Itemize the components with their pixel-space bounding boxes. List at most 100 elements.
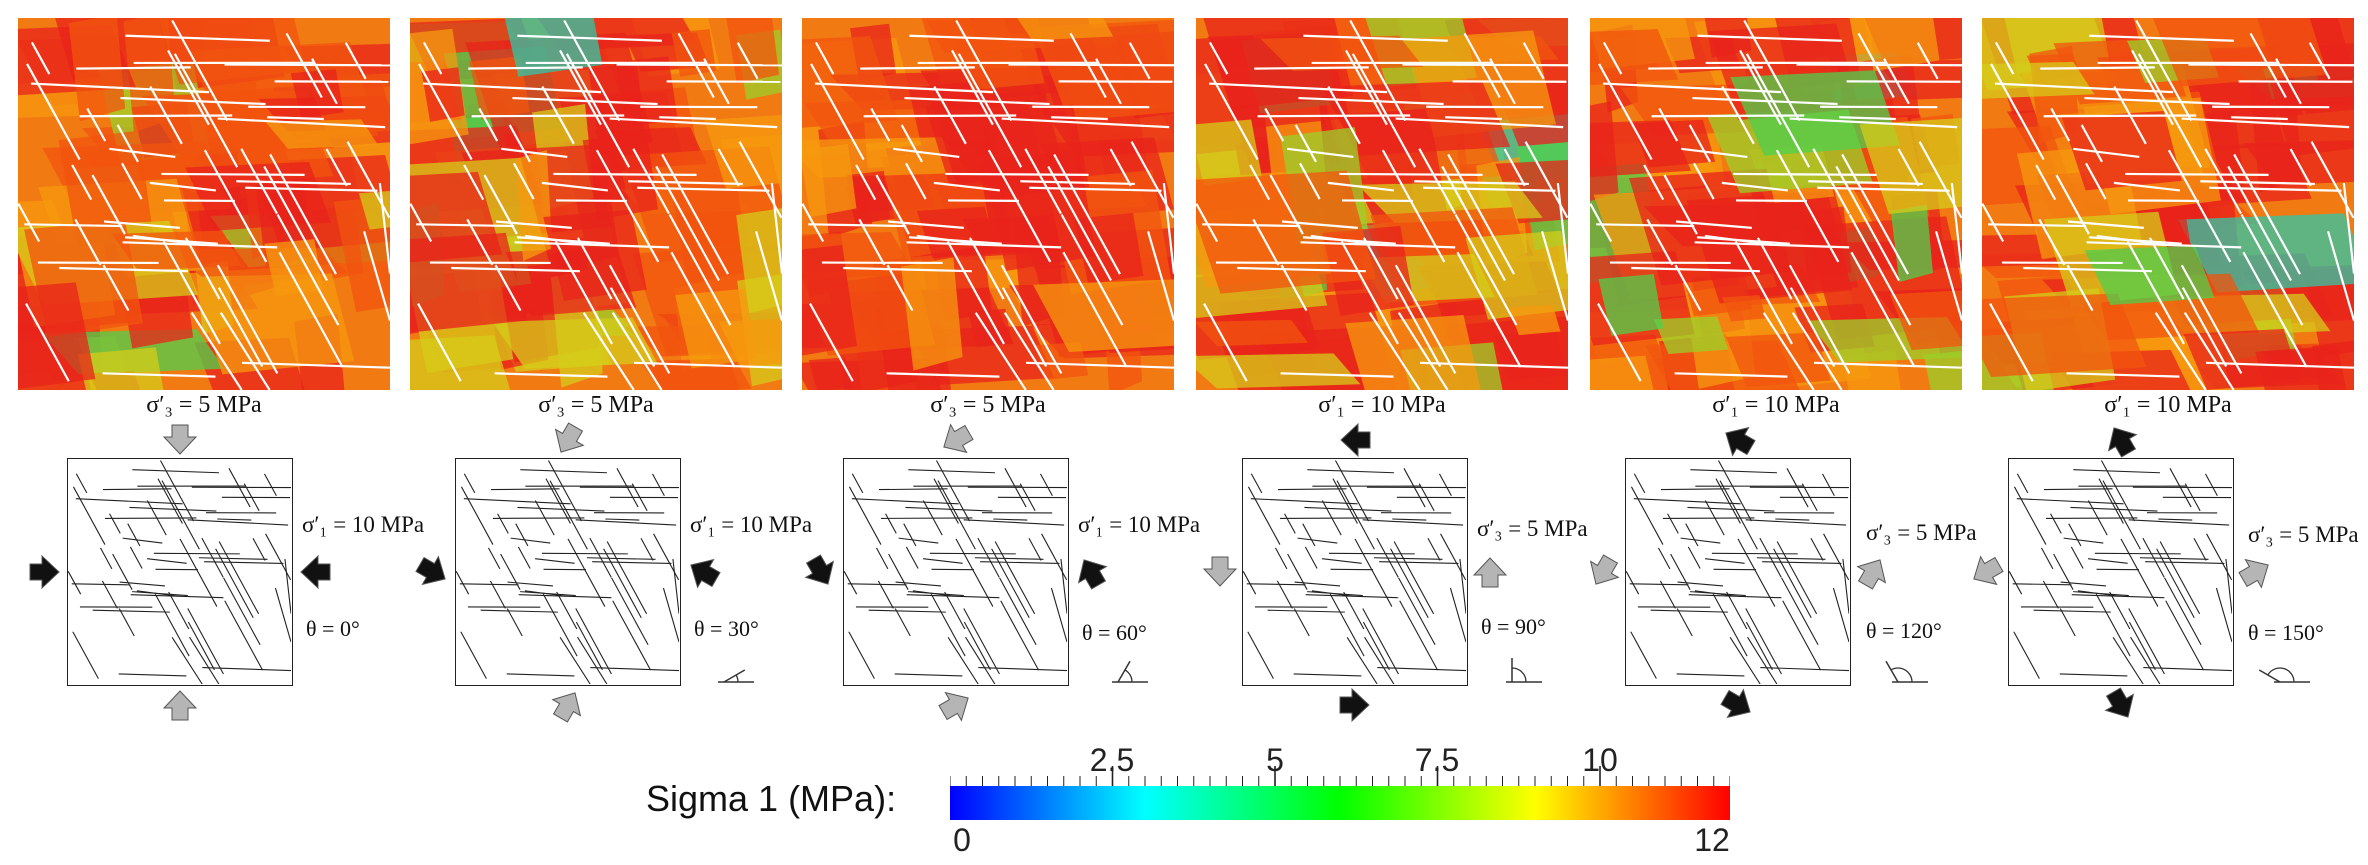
stress-zone [1598,274,1664,336]
fracture-trace [190,312,243,390]
fracture-line [1346,636,1378,684]
fracture-trace [121,162,143,200]
fracture-line [500,553,521,590]
fracture-trace [224,63,390,67]
angle-icon [2252,648,2312,688]
fracture-trace [149,181,217,192]
fracture-trace [541,181,609,192]
load-arrow-bottom [1720,688,1755,720]
fracture-line [2016,473,2029,494]
fracture-trace [2055,174,2090,235]
fracture-trace [71,164,93,201]
fracture-trace [802,203,825,243]
fracture-line [1418,483,1435,512]
fracture-line [1246,583,1306,586]
stress-zone [2152,18,2328,87]
fracture-trace [1394,264,1457,374]
fracture-line [1336,480,1375,550]
fracture-line [947,636,979,684]
fracture-trace [1646,218,1674,266]
fracture-trace [1281,220,1358,229]
fracture-trace [1397,312,1449,390]
fracture-trace [2206,361,2354,369]
stress-zone [1863,18,1940,72]
fracture-trace [2040,66,2155,70]
top-stress-label: σ′₃ = 5 MPa [146,392,262,418]
fracture-line [118,608,135,637]
fracture-trace [1489,58,1516,105]
fracture-line [577,636,608,684]
fracture-line [1060,558,1067,614]
fracture-line [515,523,529,547]
fracture-line [1304,546,1318,569]
fracture-line [75,498,183,505]
fracture-trace [1541,231,1568,321]
fracture-line [999,577,1037,646]
fracture-trace [276,213,340,326]
fracture-line [575,608,612,675]
fracture-trace [1327,86,1361,145]
fracture-trace [1280,264,1308,312]
load-arrow-top [1338,422,1372,458]
fracture-trace [860,66,975,70]
fracture-line [1633,473,1646,494]
fracture-line [132,469,219,474]
fracture-trace [1395,287,1442,368]
load-arrow-bottom [162,690,198,721]
stress-zone [1508,304,1561,336]
fracture-trace [2043,114,2197,118]
fracture-trace [1252,218,1280,266]
fracture-line [1250,498,1358,505]
fracture-trace [125,34,270,42]
fracture-trace [2181,287,2228,368]
fracture-line [2102,480,2141,550]
fracture-trace [1147,231,1174,321]
fracture-line [1630,486,1664,545]
fracture-line [1719,480,1758,550]
fracture-line [590,666,679,672]
fracture-line [980,561,1060,565]
fracture-line [868,609,946,613]
colorbar-tick-label: 10 [1582,742,1618,778]
fracture-line [510,537,551,544]
fracture-line [1449,587,1466,643]
stress-zone [1923,350,1962,390]
fracture-line [1737,538,1776,607]
fracture-trace [2342,183,2354,274]
fracture-trace [576,237,613,300]
fracture-line [2060,581,2107,587]
fracture-trace [1298,96,1444,106]
fracture-trace [267,116,324,121]
fracture-line [935,460,970,522]
stress-map-90 [1196,18,1568,390]
fracture-trace [285,32,323,99]
stress-zone [647,358,741,390]
fracture-trace [808,223,907,228]
top-stress-label: σ′₁ = 10 MPa [1318,392,1446,418]
fracture-line [1786,468,1809,508]
fracture-trace [582,312,635,390]
stress-zone [726,18,780,84]
fracture-trace [451,266,580,273]
fracture-line [2042,580,2059,609]
fracture-trace [1791,312,1843,390]
fracture-trace [1631,266,1760,273]
colorbar-min-label: 0 [953,822,971,858]
fracture-trace [245,186,378,192]
fracture-line [978,666,1067,672]
fracture-line [559,636,591,684]
fracture-trace [171,19,229,122]
fracture-trace [2135,19,2193,122]
fracture-trace [59,266,188,273]
fracture-line [1657,547,1671,570]
fracture-trace [1003,312,1055,390]
fracture-trace [1051,116,1108,121]
fracture-trace [2126,240,2185,345]
fracture-line [218,541,260,615]
fracture-line [1842,558,1849,614]
fracture-line [1403,468,1426,508]
stress-zone [1320,80,1511,156]
fracture-schematic [843,458,1069,686]
fracture-trace [632,148,670,215]
fracture-trace [422,82,602,94]
